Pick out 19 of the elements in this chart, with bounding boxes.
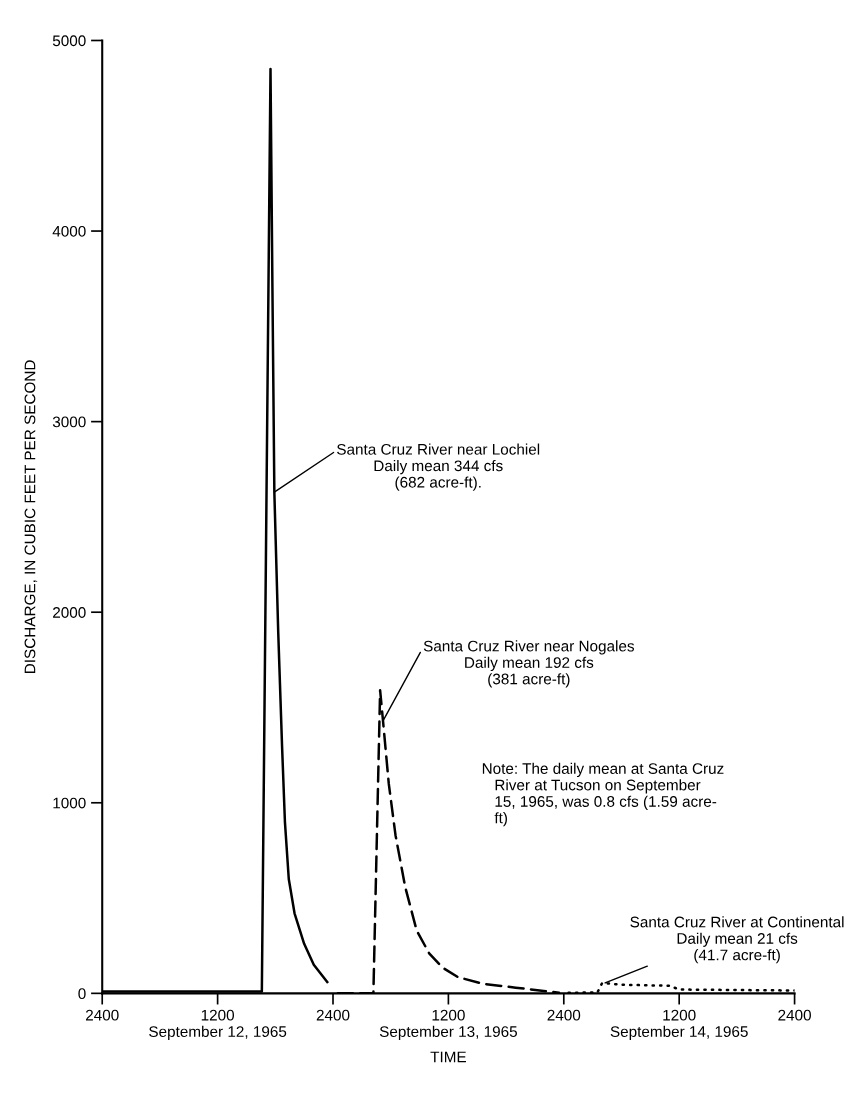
y-tick-label: 4000: [52, 225, 86, 237]
y-tick-label: 1000: [53, 797, 86, 809]
x-tick-label: 2400: [316, 1009, 350, 1021]
annotation: Note: The daily mean at Santa Cruz River at Tucson on September 15, 1965, was 0.8 cfs (1.59 acre- ft): [482, 762, 724, 827]
x-axis-title: TIME: [430, 1051, 466, 1063]
x-tick-label: 2400: [547, 1009, 581, 1021]
x-tick-label: 1200 September 12, 1965: [149, 1009, 287, 1041]
annotation: Santa Cruz River near Lochiel Daily mean 344 cfs (682 acre-ft).: [337, 443, 540, 491]
annotation: Santa Cruz River at Continental Daily mean 21 cfs (41.7 acre-ft): [630, 916, 844, 964]
x-tick-label: 1200 September 14, 1965: [610, 1009, 748, 1041]
y-tick-label: 0: [78, 988, 86, 1000]
annotation: Santa Cruz River near Nogales Daily mean 192 cfs (381 acre-ft): [423, 640, 635, 688]
x-tick-label: 2400: [778, 1009, 811, 1021]
x-tick-label: 2400: [86, 1009, 119, 1021]
y-tick-label: 3000: [52, 416, 86, 428]
y-tick-label: 2000: [53, 607, 86, 618]
x-tick-label: 1200 September 13, 1965: [379, 1009, 517, 1041]
y-tick-label: 5000: [52, 35, 86, 47]
y-axis-title: DISCHARGE, IN CUBIC FEET PER SECOND: [24, 360, 38, 673]
